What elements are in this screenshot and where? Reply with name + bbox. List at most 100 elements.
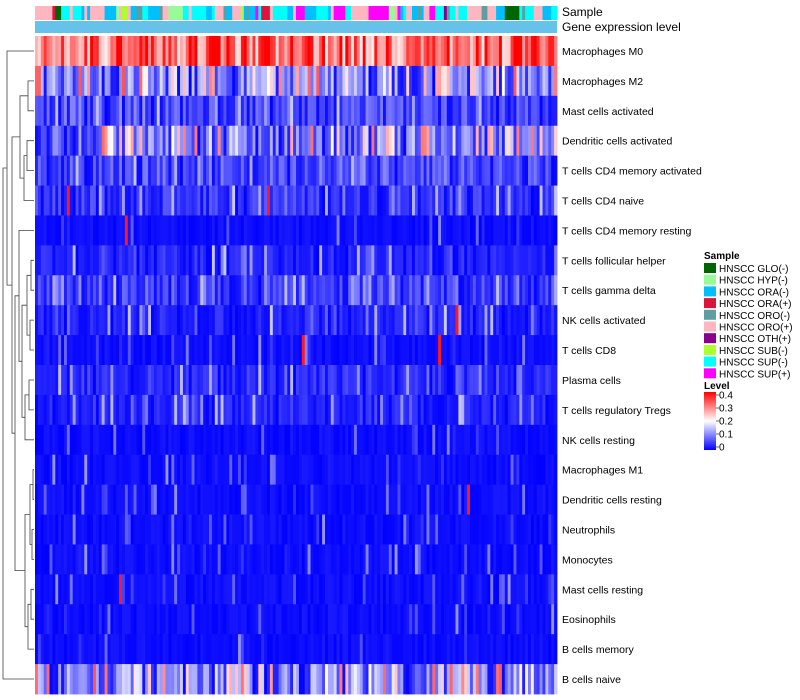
heatmap-cell [145,634,149,665]
heatmap-cell [406,574,410,605]
heatmap-cell [536,574,540,605]
heatmap-cell [548,365,552,396]
heatmap-cell [385,215,390,246]
heatmap-cell [330,215,335,246]
heatmap-cell [95,664,100,695]
heatmap-cell [391,454,395,486]
heatmap-cell [284,215,288,246]
heatmap-cell [325,514,329,545]
dendrogram-branch [21,304,27,418]
sample-annotation-cell [182,6,187,20]
heatmap-cell [258,454,262,486]
heatmap-cell [66,454,71,486]
heatmap-cell [78,125,82,157]
heatmap-cell [52,215,56,246]
sample-annotation-cell [301,6,306,20]
heatmap-cell [519,335,523,366]
heatmap-cell [551,36,555,67]
heatmap-cell [481,95,485,127]
heatmap-cell [156,245,161,276]
heatmap-cell [148,305,152,336]
heatmap-cell [409,424,413,456]
heatmap-cell [371,484,375,515]
heatmap-cell [330,36,335,67]
heatmap-cell [296,544,300,575]
heatmap-cell [220,305,224,336]
heatmap-cell [168,574,172,605]
heatmap-cell [354,95,358,127]
heatmap-cell [316,185,320,216]
heatmap-cell [470,275,474,306]
heatmap-cell [275,424,279,456]
heatmap-cell [493,484,497,515]
sample-annotation-cell [174,6,178,20]
heatmap-cell [220,394,224,426]
heatmap-cell [203,484,207,515]
heatmap-cell [493,65,497,97]
heatmap-cell [446,634,451,665]
heatmap-cell [406,185,410,216]
row-label: Mast cells activated [562,106,654,118]
heatmap-cell [365,484,369,515]
heatmap-cell [339,544,343,575]
heatmap-cell [484,185,488,216]
heatmap-cell [252,335,256,366]
heatmap-cell [203,275,207,306]
heatmap-cell [443,95,448,127]
heatmap-cell [226,544,230,575]
heatmap-cell [301,335,306,366]
heatmap-cell [188,514,192,545]
heatmap-cell [435,574,439,605]
heatmap-cell [43,574,47,605]
heatmap-cell [188,185,192,216]
heatmap-cell [417,664,422,695]
heatmap-cell [400,514,404,545]
heatmap-cell [533,65,538,97]
heatmap-cell [81,215,85,246]
row-label: T cells regulatory Tregs [562,405,671,417]
heatmap-cell [191,215,195,246]
heatmap-cell [127,365,132,396]
heatmap-cell [232,454,236,486]
heatmap-cell [319,155,323,186]
sample-legend-label: HNSCC SUP(+) [719,369,790,380]
heatmap-cell [153,634,158,665]
heatmap-cell [290,335,294,366]
heatmap-cell [191,424,195,456]
heatmap-cell [220,275,224,306]
heatmap-cell [551,245,555,276]
heatmap-cell [493,634,497,665]
heatmap-cell [246,634,250,665]
row-label: Macrophages M1 [562,465,643,477]
heatmap-cell [61,604,65,635]
heatmap-cell [528,305,532,336]
heatmap-cell [130,275,134,306]
heatmap-cell [458,664,462,695]
heatmap-cell [220,335,224,366]
heatmap-cell [501,65,506,97]
heatmap-cell [223,65,227,97]
heatmap-cell [336,245,340,276]
heatmap-cell [261,394,265,426]
heatmap-cell [127,95,132,127]
heatmap-cell [525,155,529,186]
heatmap-cell [507,454,511,486]
heatmap-cell [443,634,448,665]
heatmap-cell [322,544,326,575]
dendrogram-branch [14,295,25,571]
heatmap-cell [110,424,114,456]
heatmap-cell [162,215,166,246]
heatmap-cell [90,544,94,575]
row-label: T cells CD8 [562,345,616,357]
heatmap-cell [168,155,172,186]
heatmap-cell [426,424,430,456]
heatmap-cell [438,65,442,97]
heatmap-cell [133,185,137,216]
heatmap-cell [258,185,262,216]
heatmap-cell [545,275,549,306]
heatmap-cell [548,454,552,486]
heatmap-cell [496,305,500,336]
heatmap-cell [75,275,79,306]
heatmap-cell [322,365,326,396]
heatmap-cell [545,514,549,545]
